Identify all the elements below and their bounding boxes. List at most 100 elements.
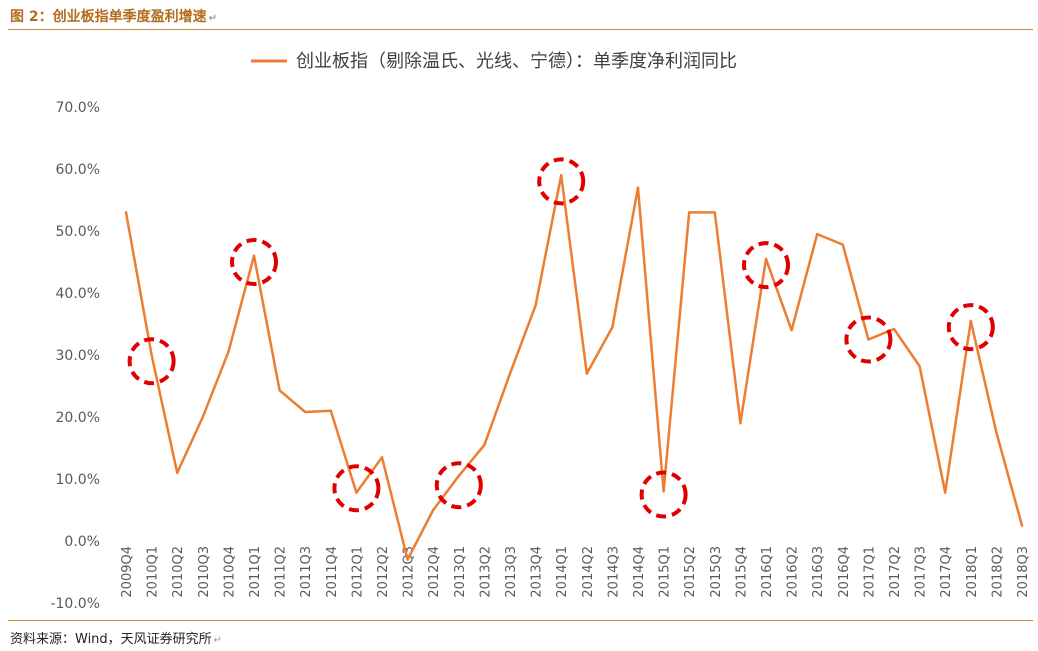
- x-tick-label: 2013Q2: [478, 546, 493, 598]
- x-tick-label: 2017Q1: [862, 546, 877, 598]
- x-tick-label: 2012Q3: [402, 546, 417, 598]
- x-tick-label: 2011Q1: [248, 546, 263, 598]
- data-point: [176, 471, 179, 474]
- x-tick-label: 2018Q3: [1016, 546, 1031, 598]
- data-point: [201, 415, 204, 419]
- legend-label: 创业板指（剔除温氏、光线、宁德）：单季度净利润同比: [296, 51, 737, 72]
- data-point: [508, 372, 512, 375]
- x-tick-label: 2017Q4: [939, 546, 954, 598]
- data-point: [713, 211, 716, 214]
- data-point: [969, 319, 972, 323]
- annotation-circle: [332, 464, 381, 513]
- data-point: [841, 243, 844, 246]
- return-mark-icon: ↵: [208, 13, 218, 24]
- x-tick-label: 2012Q4: [427, 546, 442, 598]
- y-tick-label: 0.0%: [64, 534, 100, 550]
- annotation-circle: [537, 157, 586, 206]
- annotation-circle: [127, 337, 176, 386]
- x-tick-label: 2014Q3: [606, 546, 621, 598]
- data-point: [406, 558, 409, 561]
- data-point: [688, 211, 691, 214]
- annotation-circle: [742, 241, 790, 290]
- data-point: [355, 491, 358, 494]
- figure-title: 图 2：创业板指单季度盈利增速 ↵: [10, 9, 218, 25]
- x-tick-label: 2014Q2: [581, 546, 596, 598]
- footer-divider: [8, 620, 1033, 621]
- y-axis: -10.0% 0.0% 10.0% 20.0% 30.0% 40.0% 50.0% 60.0%…: [50, 100, 100, 612]
- data-point: [124, 211, 128, 214]
- data-point: [764, 257, 768, 261]
- source-note: 资料来源：Wind，天风证券研究所 ↵: [10, 632, 223, 647]
- figure-header: 图 2：创业板指单季度盈利增速 ↵: [8, 3, 1033, 30]
- x-tick-label: 2014Q1: [555, 546, 570, 598]
- data-point: [278, 389, 281, 392]
- x-tick-label: 2015Q3: [709, 546, 724, 598]
- x-tick-label: 2017Q3: [914, 546, 929, 598]
- data-point: [560, 174, 563, 177]
- data-point: [380, 456, 384, 459]
- x-tick-label: 2010Q1: [146, 546, 161, 598]
- data-point: [918, 364, 921, 368]
- x-tick-label: 2011Q4: [325, 546, 340, 598]
- annotation-circles: [127, 157, 995, 519]
- data-point: [227, 350, 230, 354]
- y-tick-label: 50.0%: [56, 224, 100, 240]
- annotation-circle: [844, 315, 893, 364]
- y-tick-label: 40.0%: [56, 286, 100, 302]
- x-tick-label: 2013Q3: [504, 546, 519, 598]
- y-tick-label: 70.0%: [56, 100, 100, 116]
- x-tick-label: 2011Q2: [274, 546, 289, 598]
- annotation-circle: [230, 238, 278, 286]
- x-tick-label: 2018Q1: [965, 546, 980, 598]
- x-tick-label: 2012Q2: [376, 546, 391, 598]
- data-point: [1020, 524, 1024, 527]
- annotation-circle: [434, 461, 483, 510]
- data-point: [304, 410, 307, 414]
- data-point: [892, 327, 896, 331]
- x-tick-label: 2015Q4: [734, 546, 749, 598]
- x-tick-label: 2012Q1: [350, 546, 365, 598]
- data-point: [790, 329, 793, 332]
- line-chart: 创业板指（剔除温氏、光线、宁德）：单季度净利润同比 -10.0% 0.0% 10.0…: [50, 51, 1031, 612]
- data-point: [662, 490, 665, 493]
- data-point: [457, 474, 460, 478]
- x-tick-label: 2009Q4: [120, 546, 135, 598]
- data-point: [534, 304, 537, 307]
- x-tick-label: 2010Q2: [171, 546, 186, 598]
- x-tick-label: 2013Q4: [530, 546, 545, 598]
- x-tick-label: 2014Q4: [632, 546, 647, 598]
- data-point: [636, 186, 640, 189]
- plot-area: [124, 173, 1024, 561]
- data-point: [995, 431, 998, 434]
- x-tick-label: 2011Q3: [299, 546, 314, 598]
- x-tick-label: 2015Q1: [658, 546, 673, 598]
- x-tick-label: 2015Q2: [683, 546, 698, 598]
- legend: 创业板指（剔除温氏、光线、宁德）：单季度净利润同比: [251, 51, 737, 72]
- x-tick-label: 2018Q2: [990, 546, 1005, 598]
- data-point: [585, 372, 588, 375]
- data-point: [483, 443, 486, 447]
- annotation-circle: [639, 470, 688, 519]
- series-line: [124, 173, 1024, 561]
- data-point: [739, 422, 742, 425]
- x-tick-label: 2017Q2: [888, 546, 903, 598]
- data-point: [432, 508, 435, 512]
- x-tick-label: 2010Q3: [197, 546, 212, 598]
- data-point: [944, 491, 947, 494]
- data-point: [329, 409, 332, 412]
- data-point: [867, 338, 870, 341]
- x-tick-label: 2016Q1: [760, 546, 775, 598]
- annotation-circle: [946, 303, 995, 352]
- y-tick-label: 60.0%: [56, 162, 100, 178]
- x-tick-label: 2016Q3: [811, 546, 826, 598]
- x-axis: 2009Q4 2010Q1 2010Q2 2010Q3 2010Q4 2011Q1 2011…: [120, 546, 1031, 598]
- x-tick-label: 2016Q4: [837, 546, 852, 598]
- data-point: [150, 353, 153, 357]
- x-tick-label: 2013Q1: [453, 546, 468, 598]
- data-point: [252, 254, 256, 257]
- data-point: [816, 232, 819, 236]
- data-point: [611, 325, 614, 329]
- y-tick-label: -10.0%: [50, 596, 100, 612]
- y-tick-label: 20.0%: [56, 410, 100, 426]
- x-tick-label: 2010Q4: [222, 546, 237, 598]
